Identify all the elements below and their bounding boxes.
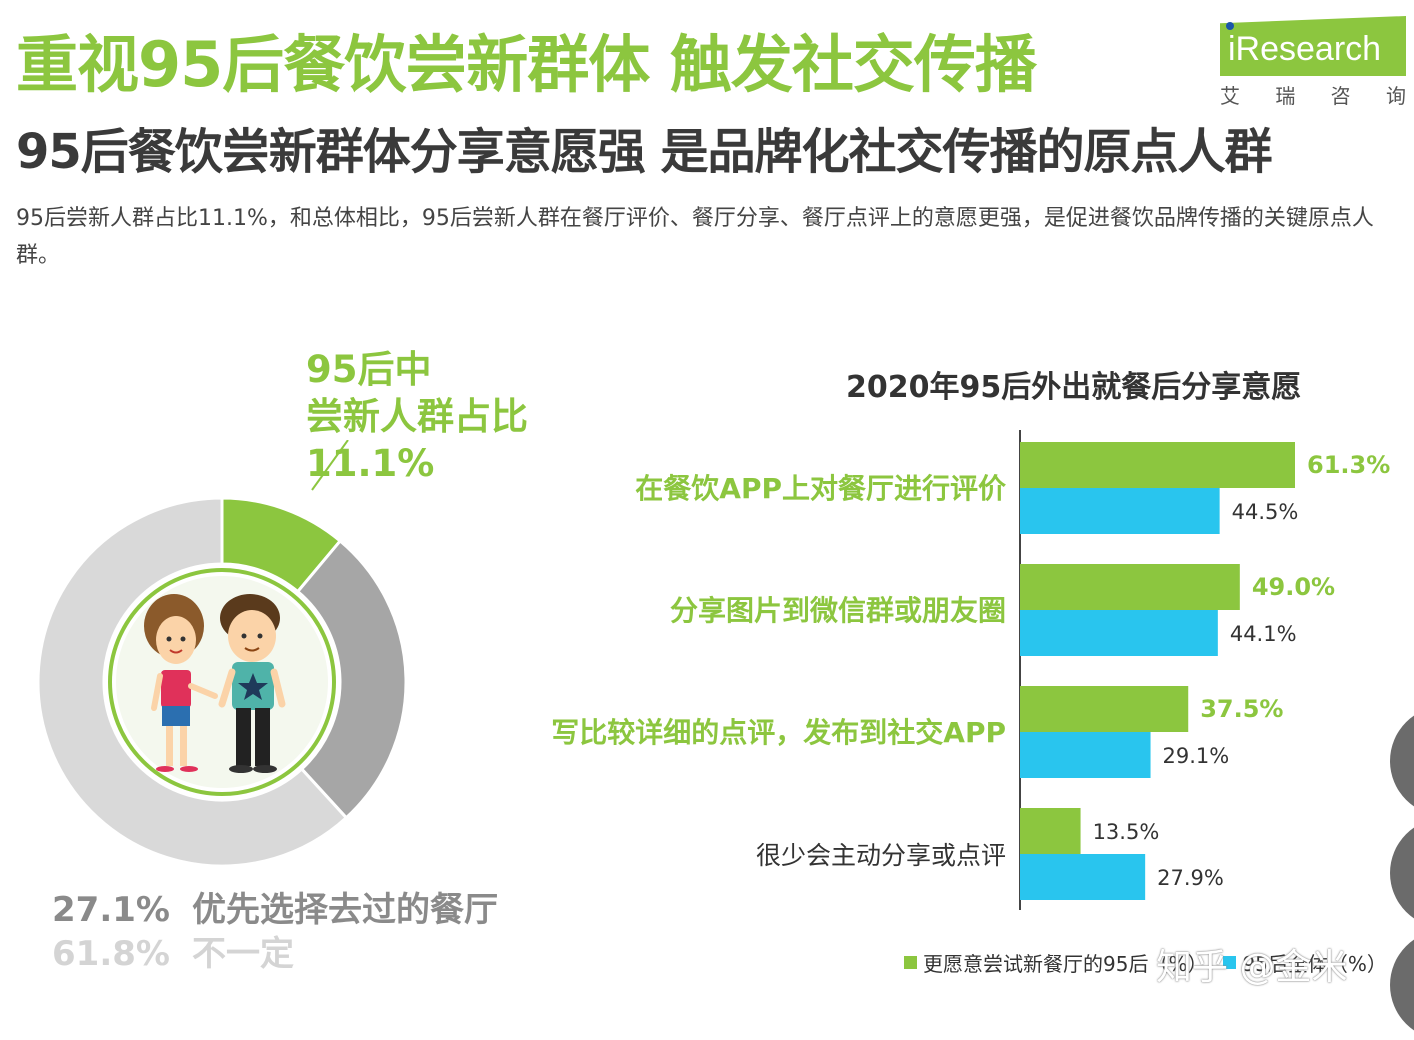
donut-legend-row: 27.1% 优先选择去过的餐厅 [52,888,498,932]
bar-value-label: 44.1% [1230,622,1297,646]
bar-series1 [1020,564,1240,610]
legend-swatch-blue [1223,956,1237,969]
category-label: 在餐饮APP上对餐厅进行评价 [635,472,1007,505]
logo-text: iResearch [1228,30,1382,68]
donut-legend: 27.1% 优先选择去过的餐厅 61.8% 不一定 [52,888,498,976]
bar-value-label: 49.0% [1252,573,1335,601]
bar-series1 [1020,442,1295,488]
bar-value-label: 44.5% [1232,500,1299,524]
logo-cn-char: 咨 [1330,84,1351,108]
girl-figure [144,594,218,772]
donut-legend-label: 不一定 [191,934,294,974]
donut-legend-value: 27.1% [52,890,170,930]
side-scroll-button-3[interactable] [1390,930,1414,1040]
bar-chart-title: 2020年95后外出就餐后分享意愿 [846,370,1302,405]
donut-slice-2 [36,496,349,868]
logo-badge [1220,16,1406,76]
callout-value: 11.1% [306,442,435,485]
category-label: 很少会主动分享或点评 [756,841,1006,870]
watermark: 知乎 @金米 [1156,947,1348,988]
donut-slice-1 [295,538,408,820]
bar-value-label: 27.9% [1157,866,1224,890]
bar-series2 [1020,732,1151,778]
logo-cn-char: 询 [1385,84,1406,108]
iresearch-logo: iResearch 艾 瑞 咨 询 [1214,10,1409,108]
logo-cn: 艾 瑞 咨 询 [1220,80,1406,109]
donut-callout: 95后中 尝新人群占比 11.1% [306,346,528,487]
bar-value-label: 13.5% [1093,820,1160,844]
bar-value-label: 61.3% [1307,451,1390,479]
legend-series2-label: 95后全体（%） [1242,952,1387,976]
category-label: 分享图片到微信群或朋友圈 [670,594,1006,627]
bar-value-label: 37.5% [1200,695,1283,723]
bar-series2 [1020,610,1218,656]
bar-series1 [1020,808,1081,854]
donut-legend-value: 61.8% [52,934,170,974]
donut-legend-row: 61.8% 不一定 [52,932,498,976]
people-illustration [144,594,286,773]
bar-chart-legend: 更愿意尝试新餐厅的95后（%） 95后全体（%） [904,948,1387,977]
bar-chart: 在餐饮APP上对餐厅进行评价 61.3% 44.5% 分享图片到微信群或朋友圈 49.0… [551,430,1390,910]
page-title: 重视95后餐饮尝新群体 触发社交传播 [16,28,1037,101]
page-description: 95后尝新人群占比11.1%，和总体相比，95后尝新人群在餐厅评价、餐厅分享、餐… [16,206,1374,268]
donut-legend-label: 优先选择去过的餐厅 [191,890,498,930]
callout-line1: 95后中 [306,348,432,391]
category-label: 写比较详细的点评，发布到社交APP [551,716,1006,749]
callout-leader-line [311,440,349,491]
boy-figure [218,594,286,773]
logo-cn-char: 艾 [1220,84,1240,108]
legend-swatch-green [904,956,917,969]
donut-chart [36,440,408,868]
legend-series1-label: 更愿意尝试新餐厅的95后（%） [923,952,1208,976]
bar-series2 [1020,488,1220,534]
callout-line2: 尝新人群占比 [306,395,528,438]
bar-value-label: 29.1% [1163,744,1230,768]
donut-inner-bg [116,576,328,788]
bar-series2 [1020,854,1146,900]
bar-series1 [1020,686,1189,732]
logo-dot [1226,22,1234,30]
logo-cn-char: 瑞 [1275,84,1296,108]
page-subtitle: 95后餐饮尝新群体分享意愿强 是品牌化社交传播的原点人群 [16,124,1273,180]
